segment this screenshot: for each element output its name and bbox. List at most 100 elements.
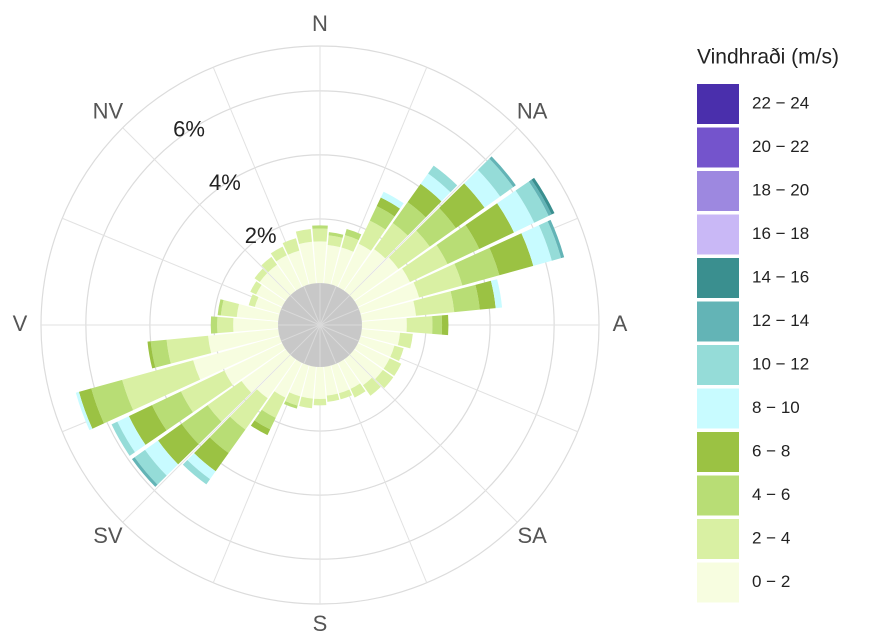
sector	[436, 225, 480, 265]
sector	[450, 284, 480, 313]
sector	[75, 391, 93, 431]
sector	[207, 381, 252, 422]
sector	[380, 191, 404, 209]
sector	[270, 246, 287, 262]
sector	[324, 244, 341, 285]
sector	[413, 291, 455, 316]
sector	[299, 396, 313, 409]
sector	[490, 279, 503, 309]
sector	[383, 358, 402, 376]
legend-swatch	[697, 301, 739, 342]
sector	[254, 268, 268, 283]
sector	[145, 440, 179, 476]
hole-spoke	[303, 286, 321, 326]
sector	[439, 183, 485, 229]
sector	[464, 169, 501, 208]
sector	[360, 300, 417, 321]
sector	[354, 343, 390, 369]
sector	[128, 405, 167, 445]
hole-spoke	[289, 294, 321, 326]
sector	[538, 221, 562, 261]
sector	[375, 369, 394, 389]
legend-label: 10 − 12	[752, 354, 809, 373]
sector	[428, 165, 458, 193]
sector	[413, 263, 463, 298]
sector	[420, 173, 451, 202]
sector	[282, 238, 300, 255]
sector	[259, 273, 291, 301]
sector	[388, 230, 430, 269]
sector	[402, 244, 448, 283]
sector	[217, 316, 234, 334]
sector	[358, 282, 420, 314]
sector	[147, 341, 156, 369]
sector	[285, 392, 301, 406]
sector	[327, 235, 343, 248]
sector	[217, 299, 224, 316]
sector	[283, 401, 298, 409]
sector	[314, 366, 326, 400]
legend-swatch	[697, 432, 739, 472]
legend-label: 0 − 2	[752, 572, 790, 591]
legend-label: 4 − 6	[752, 485, 790, 504]
sector	[256, 354, 296, 399]
sector	[250, 281, 262, 295]
sector	[220, 300, 240, 317]
legend-swatch	[697, 171, 739, 211]
sector	[313, 398, 327, 406]
sector	[344, 354, 372, 386]
sector	[152, 391, 194, 431]
sector	[441, 314, 449, 336]
hole-spoke	[319, 324, 359, 342]
sector	[531, 177, 555, 215]
direction-label: V	[13, 311, 28, 336]
sector	[475, 280, 496, 310]
sector	[254, 409, 276, 430]
sector	[338, 243, 371, 291]
sector	[254, 296, 282, 314]
sector	[362, 377, 381, 396]
sector	[331, 247, 354, 287]
sector	[180, 370, 233, 413]
sector	[432, 315, 443, 335]
sector	[122, 360, 201, 411]
spoke	[122, 127, 291, 296]
sector	[150, 339, 171, 368]
legend-swatch	[697, 214, 739, 255]
hole-spoke	[281, 324, 321, 342]
spoke	[62, 217, 282, 310]
hole-spoke	[319, 324, 351, 356]
sector	[341, 235, 359, 252]
sector	[454, 247, 500, 286]
sector	[331, 363, 350, 394]
sector	[465, 203, 515, 250]
sector	[497, 190, 535, 233]
sector	[194, 437, 229, 472]
sector	[256, 284, 286, 307]
direction-label: SA	[517, 523, 547, 548]
sector	[117, 416, 146, 453]
sector	[181, 405, 222, 445]
sector	[328, 232, 344, 238]
sector	[261, 391, 286, 418]
sector	[78, 388, 105, 429]
direction-label: N	[312, 11, 328, 36]
sector	[374, 223, 408, 259]
legend-label: 2 − 4	[752, 528, 790, 547]
legend-title: Vindhraði (m/s)	[697, 46, 839, 69]
sector	[299, 241, 316, 285]
sector	[208, 329, 280, 354]
sector	[344, 228, 362, 241]
direction-label: A	[613, 311, 628, 336]
sector	[489, 156, 516, 188]
sector	[528, 179, 552, 216]
sector	[233, 318, 279, 332]
direction-label: NV	[93, 99, 124, 124]
sector	[295, 228, 312, 245]
sector	[210, 316, 218, 334]
sector	[338, 389, 353, 400]
legend-label: 6 − 8	[752, 441, 790, 460]
sector	[248, 294, 259, 307]
radial-tick-label: 6%	[173, 117, 205, 142]
sector	[187, 453, 216, 480]
